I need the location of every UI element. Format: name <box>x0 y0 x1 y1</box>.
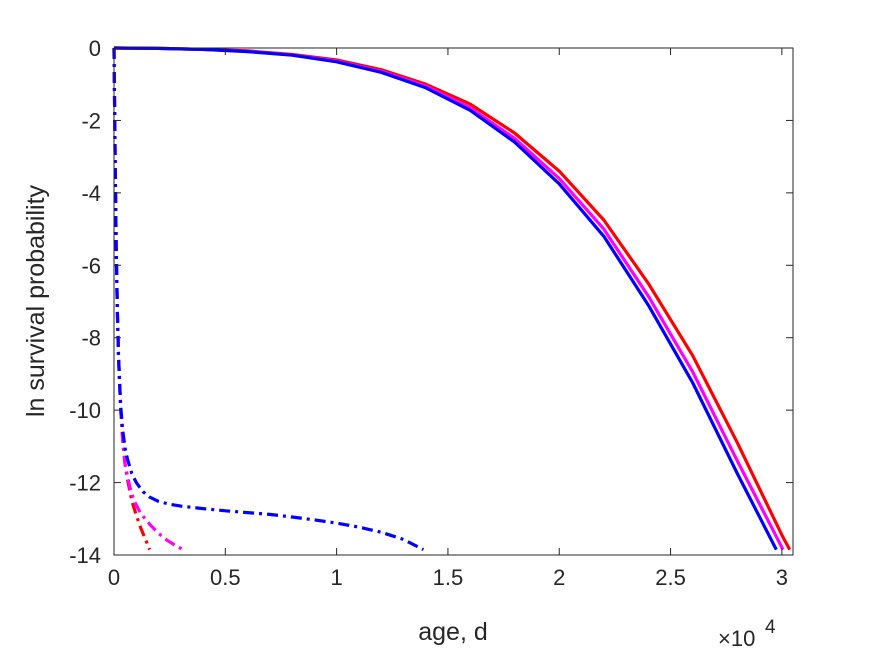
y-tick-label: -2 <box>81 108 101 133</box>
y-axis-label: ln survival probability <box>22 184 50 417</box>
y-tick-label: -4 <box>81 181 101 206</box>
x-tick-label: 1 <box>330 565 342 590</box>
x-tick-label: 2.5 <box>655 565 686 590</box>
plot-frame <box>113 47 794 556</box>
x-tick-label: 0 <box>108 565 120 590</box>
x-axis-label: age, d <box>418 618 488 646</box>
y-tick-label: -14 <box>69 543 101 568</box>
y-tick-label: 0 <box>89 36 101 61</box>
x-tick-label: 1.5 <box>433 565 464 590</box>
y-tick-label: -6 <box>81 253 101 278</box>
x-axis-multiplier-exponent: 4 <box>765 617 776 638</box>
tick-layer: 0 0.5 1 1.5 2 2.5 3 0 -2 -4 -6 -8 -10 -12 -14 <box>69 36 793 590</box>
x-tick-label: 3 <box>776 565 788 590</box>
plot-area <box>114 48 793 555</box>
y-tick-label: -12 <box>69 471 101 496</box>
series-line-3 <box>113 46 778 551</box>
x-axis-multiplier: ×10 <box>718 626 755 651</box>
y-tick-label: -8 <box>81 326 101 351</box>
x-tick-label: 2 <box>553 565 565 590</box>
y-tick-label: -10 <box>69 398 101 423</box>
series-line-6 <box>112 47 425 552</box>
x-tick-label: 0.5 <box>210 565 241 590</box>
series-layer <box>112 46 792 552</box>
